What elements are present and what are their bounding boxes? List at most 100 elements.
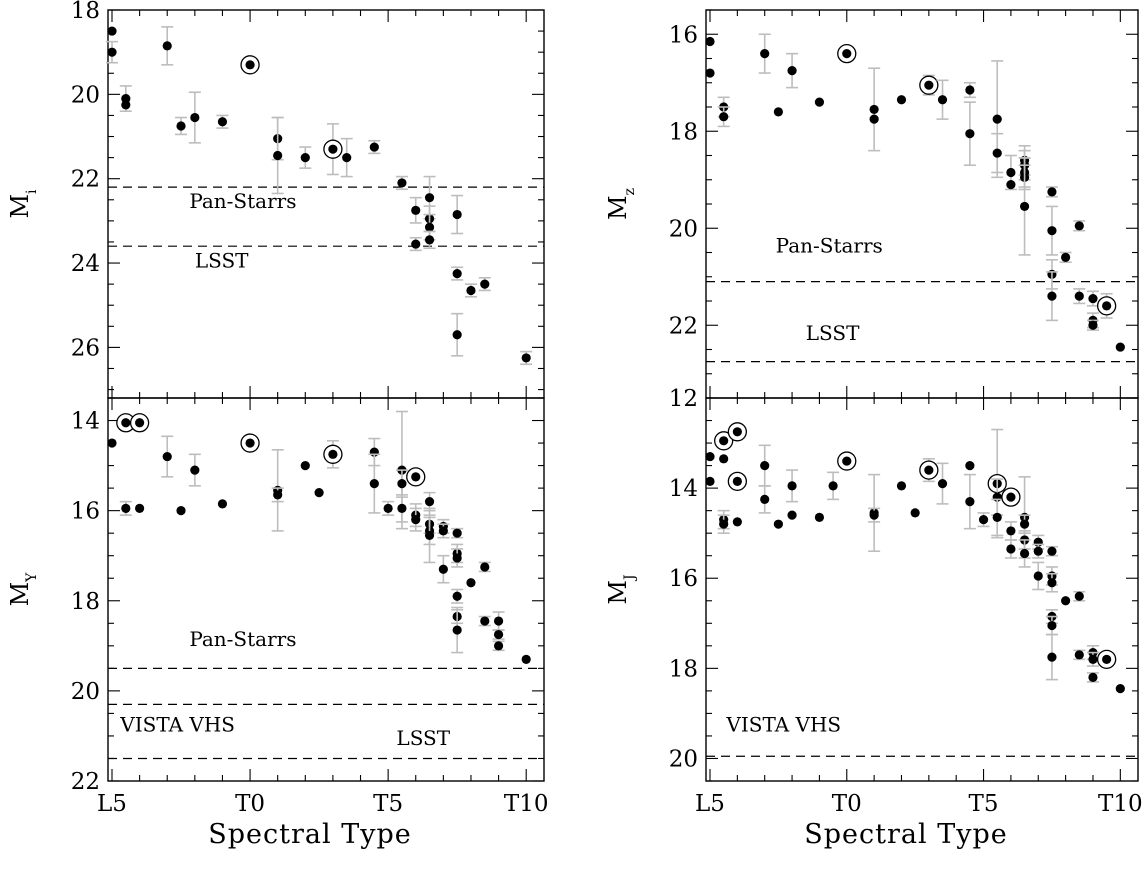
data-point (369, 479, 379, 489)
data-point (369, 142, 379, 152)
data-point (965, 497, 975, 507)
survey-label: VISTA VHS (725, 712, 841, 736)
y-tick-label: 18 (71, 589, 100, 615)
data-point (424, 497, 435, 507)
data-point (466, 578, 476, 588)
data-point (217, 117, 228, 127)
data-point (773, 519, 783, 529)
data-point (705, 476, 715, 486)
data-point (135, 503, 145, 513)
data-point (1033, 571, 1043, 581)
data-point (176, 121, 186, 131)
data-point (424, 193, 435, 203)
data-point (493, 629, 504, 640)
data-point (452, 553, 462, 563)
data-point (719, 519, 729, 529)
data-point (107, 26, 117, 36)
data-point (162, 41, 172, 51)
data-point (383, 503, 393, 513)
data-point (992, 148, 1002, 158)
data-point (1006, 544, 1016, 554)
data-point (1074, 221, 1084, 231)
data-point (328, 144, 338, 154)
data-point (1019, 548, 1030, 559)
y-tick-label: 16 (669, 22, 698, 48)
y-tick-label: 12 (669, 386, 698, 412)
data-point (480, 616, 490, 626)
plot-frame (705, 9, 1139, 399)
data-point (521, 353, 531, 363)
data-point (992, 114, 1002, 124)
data-point (397, 503, 407, 513)
y-tick-label: 18 (669, 119, 698, 145)
data-point (1115, 342, 1125, 352)
data-point (732, 427, 742, 437)
data-point (162, 451, 172, 462)
data-point (965, 129, 975, 139)
data-point (787, 481, 797, 491)
data-point (1047, 652, 1057, 662)
x-tick-label: T0 (235, 791, 265, 817)
data-point (328, 449, 338, 459)
data-point (438, 526, 448, 536)
data-point (1074, 591, 1084, 601)
data-point (411, 239, 421, 249)
data-point (190, 112, 200, 123)
data-point (965, 460, 975, 471)
data-point (732, 517, 742, 527)
data-point (1019, 519, 1030, 529)
data-point (869, 114, 879, 124)
data-point (135, 418, 145, 428)
y-tick-label: 14 (71, 409, 100, 435)
data-point (411, 205, 421, 215)
data-point (787, 510, 797, 520)
data-point (842, 49, 852, 59)
data-point (1074, 650, 1084, 660)
data-point (176, 506, 186, 516)
data-point (1047, 226, 1057, 236)
data-point (452, 268, 462, 279)
x-tick-label: T0 (832, 791, 862, 817)
data-point (1047, 291, 1057, 301)
data-point (342, 153, 352, 163)
y-tick-label: 20 (71, 679, 100, 705)
data-point (924, 80, 934, 90)
data-point (273, 150, 283, 161)
data-point (1074, 291, 1084, 301)
x-axis-title: Spectral Type (208, 819, 411, 850)
data-point (1006, 492, 1016, 502)
data-point (521, 654, 531, 664)
x-tick-label: T5 (969, 791, 999, 817)
data-point (493, 641, 504, 651)
data-point (452, 330, 462, 340)
data-point (719, 454, 729, 464)
data-point (480, 562, 490, 572)
data-point (1088, 654, 1098, 664)
data-point (397, 479, 407, 489)
data-point (466, 285, 476, 296)
data-point (452, 209, 462, 220)
data-point (869, 104, 879, 115)
y-tick-label: 14 (669, 476, 698, 502)
data-point (424, 530, 435, 541)
data-point (480, 279, 490, 289)
data-point (452, 591, 462, 601)
data-point (493, 616, 504, 626)
data-point (1047, 546, 1057, 556)
data-point (896, 95, 907, 105)
data-point (1061, 596, 1071, 606)
data-point (411, 515, 421, 525)
data-point (965, 85, 975, 95)
y-tick-label: 22 (71, 769, 100, 795)
data-point (1088, 320, 1098, 330)
survey-label: Pan-Starrs (776, 234, 883, 258)
y-axis-title: Mi (6, 189, 40, 219)
data-point (937, 95, 948, 105)
x-tick-label: L5 (97, 791, 127, 817)
data-point (397, 178, 407, 188)
y-tick-label: 18 (669, 656, 698, 682)
data-point (121, 503, 131, 513)
